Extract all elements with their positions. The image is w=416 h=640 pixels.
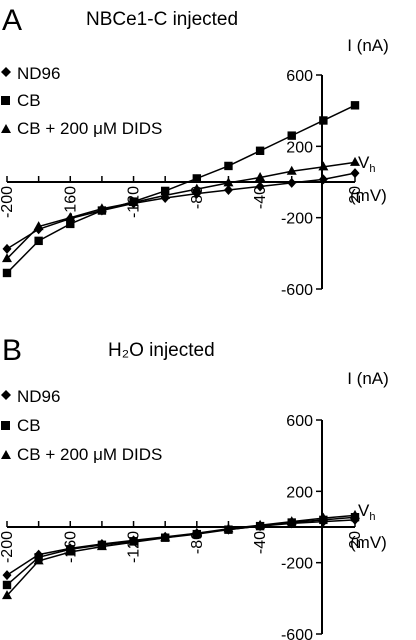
series-line-triangle — [6, 514, 356, 597]
panel-a-legend-nd96: ND96 — [17, 64, 60, 83]
data-point-square — [319, 116, 328, 125]
data-point-diamond — [2, 570, 12, 581]
panel-a-legend-cb: CB — [17, 91, 41, 110]
data-point-diamond — [255, 181, 265, 192]
series-line-triangle — [6, 161, 356, 260]
panel-b-letter: B — [2, 334, 22, 367]
data-point-square — [350, 101, 360, 110]
data-point-triangle — [33, 221, 44, 231]
panel-a-legend: ND96 CB CB + 200 μM DIDS — [1, 64, 162, 138]
panel-a-xunit: (mV) — [350, 186, 387, 205]
x-tick-label: -200 — [0, 531, 16, 563]
y-tick-label: 200 — [286, 139, 313, 156]
y-tick-label: -600 — [281, 627, 313, 640]
panel-a-letter: A — [2, 4, 22, 37]
data-point-triangle — [350, 156, 360, 166]
data-point-triangle — [223, 523, 234, 533]
panel-b-xunit: (mV) — [350, 533, 387, 552]
x-tick-label: -200 — [0, 186, 16, 218]
data-point-triangle — [96, 541, 107, 551]
data-point-triangle — [160, 189, 171, 199]
data-point-triangle — [223, 177, 234, 187]
data-point-triangle — [2, 590, 12, 600]
data-point-diamond — [350, 168, 360, 179]
data-point-square — [255, 146, 265, 155]
series-line-diamond — [6, 172, 356, 250]
x-tick-label: -120 — [126, 531, 143, 563]
data-point-triangle — [255, 172, 266, 182]
data-point-triangle — [286, 165, 297, 175]
panel-a: A NBCe1-C injected ND96 CB CB + 200 μM D… — [0, 4, 389, 299]
panel-b-legend-nd96: ND96 — [17, 387, 60, 406]
panel-b-ylabel: I (nA) — [347, 369, 389, 388]
legend-triangle-icon — [1, 450, 11, 459]
data-point-triangle — [350, 509, 360, 519]
data-point-triangle — [65, 546, 76, 556]
x-tick-label: -160 — [62, 186, 79, 218]
panel-b-xlabel: Vh — [358, 501, 375, 523]
series-line-square — [6, 104, 356, 274]
data-point-square — [287, 131, 296, 140]
data-point-triangle — [96, 203, 107, 213]
data-point-triangle — [286, 516, 297, 526]
data-point-triangle — [191, 527, 202, 537]
data-point-triangle — [2, 253, 12, 263]
data-point-triangle — [191, 183, 202, 193]
legend-square-icon — [1, 96, 10, 105]
data-point-diamond — [223, 185, 233, 196]
data-point-triangle — [255, 519, 266, 529]
data-point-triangle — [33, 555, 44, 565]
legend-square-icon — [1, 421, 10, 430]
data-point-diamond — [318, 174, 328, 185]
panel-b-legend: ND96 CB CB + 200 μM DIDS — [1, 387, 162, 464]
y-tick-label: 200 — [286, 484, 313, 501]
x-tick-label: -40 — [252, 186, 269, 209]
data-point-square — [192, 174, 202, 183]
y-tick-label: 600 — [286, 68, 313, 85]
legend-diamond-icon — [1, 67, 11, 77]
panel-a-xlabel: Vh — [358, 153, 375, 175]
panel-a-title: NBCe1-C injected — [86, 9, 238, 30]
data-point-square — [2, 268, 12, 278]
y-tick-label: -200 — [281, 556, 313, 573]
data-point-square — [2, 580, 12, 590]
data-point-triangle — [160, 532, 171, 542]
legend-triangle-icon — [1, 124, 11, 133]
data-point-triangle — [128, 197, 139, 207]
data-point-square — [224, 161, 233, 171]
data-point-square — [34, 236, 43, 246]
panel-b-legend-cb: CB — [17, 416, 41, 435]
data-point-triangle — [65, 212, 76, 222]
y-tick-label: -200 — [281, 211, 313, 228]
panel-a-ylabel: I (nA) — [347, 36, 389, 55]
data-point-diamond — [287, 177, 297, 188]
x-tick-label: 20 — [347, 186, 364, 204]
y-tick-label: 600 — [286, 413, 313, 430]
panel-b-title: H₂O injected — [108, 340, 215, 361]
data-point-square — [66, 219, 75, 229]
y-tick-label: -600 — [281, 282, 313, 299]
data-point-triangle — [318, 161, 329, 171]
legend-diamond-icon — [1, 390, 11, 400]
data-point-triangle — [128, 536, 139, 546]
panel-a-legend-cb-dids: CB + 200 μM DIDS — [17, 119, 162, 138]
x-tick-label: -40 — [252, 531, 269, 554]
panel-b-legend-cb-dids: CB + 200 μM DIDS — [17, 445, 162, 464]
x-tick-label: 20 — [347, 531, 364, 549]
data-point-diamond — [2, 243, 12, 254]
panel-b: B H₂O injected ND96 CB CB + 200 μM DIDS … — [0, 334, 389, 640]
data-point-triangle — [318, 512, 329, 522]
